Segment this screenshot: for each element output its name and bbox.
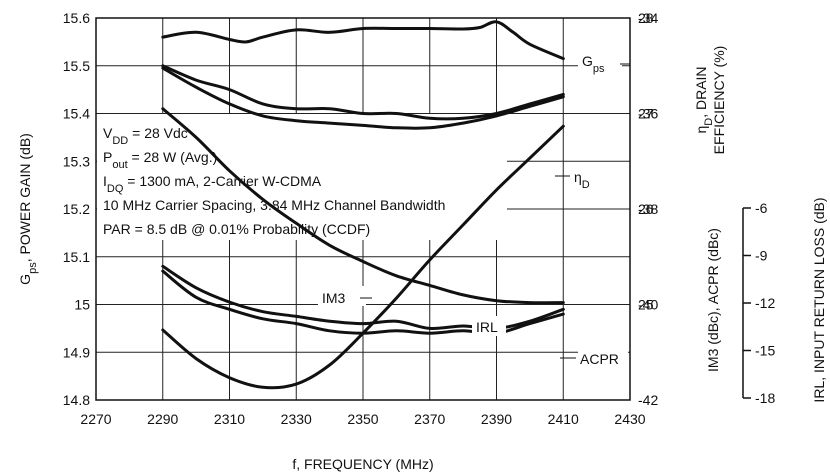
series-line-gps bbox=[161, 20, 565, 61]
irl-tick-label: -6 bbox=[755, 200, 768, 216]
x-tick-label: 2430 bbox=[614, 411, 645, 427]
condition-vdd: VDD = 28 Vdc bbox=[103, 125, 188, 147]
conditions-box bbox=[97, 114, 507, 240]
irl-tick-label: -12 bbox=[755, 295, 775, 311]
x-tick-label: 2410 bbox=[548, 411, 579, 427]
series-label-eta: ηD bbox=[574, 169, 590, 191]
x-tick-label: 2350 bbox=[347, 411, 378, 427]
efficiency-tick-label: 26 bbox=[638, 201, 654, 217]
left-tick-label: 15 bbox=[74, 297, 90, 313]
efficiency-axis-title-line2: EFFICIENCY (%) bbox=[711, 46, 727, 155]
left-tick-label: 15.5 bbox=[63, 58, 90, 74]
efficiency-axis-title-line1: ηD, DRAIN bbox=[693, 66, 715, 133]
left-tick-label: 15.1 bbox=[63, 249, 90, 265]
condition-pout: Pout = 28 W (Avg.) bbox=[103, 149, 217, 171]
series-label-gps: Gps bbox=[582, 53, 605, 75]
acpr-label-bg bbox=[578, 348, 628, 368]
irl-tick-label: -15 bbox=[755, 343, 775, 359]
efficiency-tick-labels: 28 27 26 25 bbox=[638, 10, 654, 313]
x-tick-label: 2330 bbox=[281, 411, 312, 427]
condition-spacing: 10 MHz Carrier Spacing, 3.84 MHz Channel… bbox=[103, 197, 445, 213]
series-line-im3 bbox=[161, 64, 565, 121]
left-tick-labels: 15.6 15.5 15.4 15.3 15.2 15.1 15 14.9 14.8 bbox=[63, 10, 90, 408]
condition-idq: IDQ = 1300 mA, 2-Carrier W-CDMA bbox=[103, 173, 322, 195]
efficiency-tick-label: 27 bbox=[638, 106, 654, 122]
distortion-tick-label: -42 bbox=[638, 392, 658, 408]
x-axis-title: f, FREQUENCY (MHz) bbox=[292, 456, 433, 472]
x-tick-label: 2270 bbox=[80, 411, 111, 427]
irl-label-bg bbox=[472, 316, 506, 336]
left-tick-label: 15.3 bbox=[63, 153, 90, 169]
irl-tick-label: -18 bbox=[755, 390, 775, 406]
efficiency-tick-label: 28 bbox=[638, 10, 654, 26]
left-tick-label: 15.6 bbox=[63, 10, 90, 26]
x-tick-label: 2370 bbox=[414, 411, 445, 427]
distortion-tick-label: -38 bbox=[638, 201, 658, 217]
irl-axis-title: IRL, INPUT RETURN LOSS (dB) bbox=[811, 197, 827, 402]
series-line-d bbox=[161, 107, 565, 305]
series-line-irl bbox=[161, 124, 565, 390]
series-label-acpr: ACPR bbox=[580, 351, 619, 367]
irl-axis: -6 -9 -12 -15 -18 bbox=[742, 200, 775, 406]
distortion-axis-title: IM3 (dBc), ACPR (dBc) bbox=[705, 228, 721, 372]
left-tick-label: 15.2 bbox=[63, 201, 90, 217]
left-tick-label: 15.4 bbox=[63, 106, 90, 122]
plot-frame bbox=[95, 17, 631, 401]
distortion-tick-label: -36 bbox=[638, 106, 658, 122]
gps-label-bg bbox=[578, 48, 622, 70]
distortion-tick-label: -40 bbox=[638, 297, 658, 313]
x-tick-label: 2290 bbox=[147, 411, 178, 427]
left-axis-title: Gps, POWER GAIN (dB) bbox=[17, 133, 39, 285]
x-tick-labels: 2270 2290 2310 2330 2350 2370 2390 2410 2430 bbox=[80, 411, 645, 427]
distortion-tick-labels: -34 -36 -38 -40 -42 bbox=[638, 10, 658, 408]
x-tick-label: 2310 bbox=[214, 411, 245, 427]
condition-par: PAR = 8.5 dB @ 0.01% Probability (CCDF) bbox=[103, 221, 370, 237]
series-line-im3-2 bbox=[161, 66, 565, 130]
efficiency-tick-label: 25 bbox=[638, 297, 654, 313]
x-tick-label: 2390 bbox=[481, 411, 512, 427]
series-label-im3: IM3 bbox=[322, 290, 346, 306]
distortion-tick-label: -34 bbox=[638, 10, 658, 26]
im3-label-bg bbox=[318, 286, 366, 306]
left-tick-label: 14.9 bbox=[63, 344, 90, 360]
irl-tick-label: -9 bbox=[755, 248, 768, 264]
series-label-irl: IRL bbox=[476, 319, 498, 335]
left-tick-label: 14.8 bbox=[63, 392, 90, 408]
